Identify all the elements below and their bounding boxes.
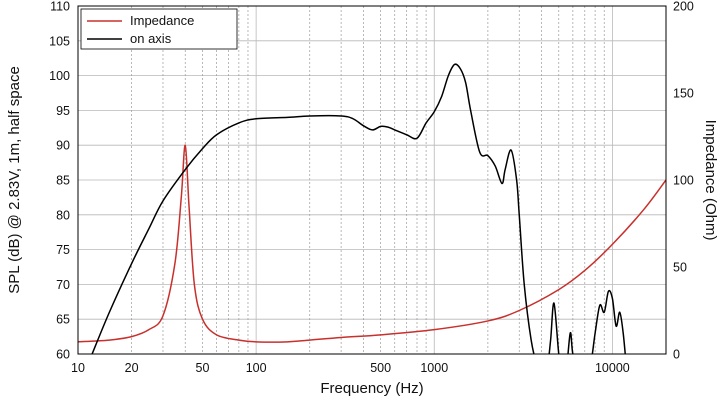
right-y-tick-label: 50 (673, 261, 687, 275)
left-y-tick-label: 80 (56, 208, 70, 222)
x-tick-label: 20 (125, 361, 139, 375)
legend-label-impedance: Impedance (130, 13, 194, 28)
legend-box (80, 8, 238, 50)
right-y-tick-label: 0 (673, 348, 680, 362)
x-axis-title: Frequency (Hz) (320, 380, 423, 397)
tick-labels: 10 20 50 100 500 1000 100006065707580859095100… (49, 0, 694, 375)
series-line-impedance (78, 144, 666, 343)
left-y-tick-label: 90 (56, 139, 70, 153)
left-y-tick-label: 100 (49, 69, 70, 83)
right-axis-title: Impedance (Ohm) (702, 120, 719, 241)
left-y-tick-label: 105 (49, 34, 70, 48)
left-y-tick-label: 70 (56, 278, 70, 292)
legend: Impedance on axis (80, 8, 238, 50)
left-axis-title: SPL (dB) @ 2.83V, 1m, half space (6, 66, 23, 294)
left-y-tick-label: 110 (50, 0, 70, 14)
x-tick-label: 500 (370, 361, 391, 375)
left-y-tick-label: 65 (56, 313, 70, 327)
right-y-tick-label: 100 (673, 174, 694, 188)
left-y-tick-label: 75 (56, 243, 70, 257)
left-y-tick-label: 60 (56, 348, 70, 362)
grid (77, 5, 667, 355)
series-lines (78, 63, 666, 354)
left-y-tick-label: 95 (56, 104, 70, 118)
x-tick-label: 10000 (595, 361, 630, 375)
legend-label-on-axis: on axis (130, 31, 172, 46)
x-tick-label: 100 (246, 361, 267, 375)
series-line-on-axis (91, 63, 626, 354)
x-tick-label: 10 (71, 361, 85, 375)
right-y-tick-label: 150 (673, 87, 694, 101)
left-y-tick-label: 85 (56, 174, 70, 188)
plot-frame (77, 5, 667, 355)
right-y-tick-label: 200 (673, 0, 694, 14)
x-tick-label: 1000 (420, 361, 448, 375)
x-tick-label: 50 (196, 361, 210, 375)
